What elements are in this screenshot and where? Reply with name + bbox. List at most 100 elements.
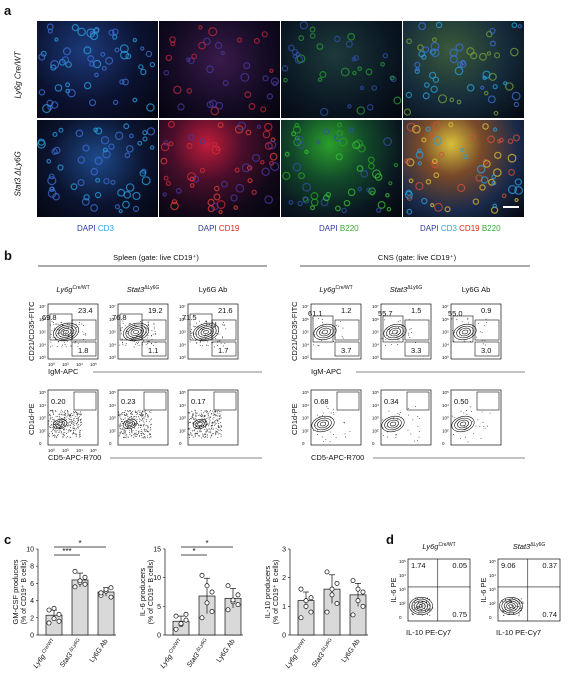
event-dot (136, 416, 138, 418)
event-dot (65, 419, 67, 420)
data-point (308, 595, 314, 601)
event-dot (386, 328, 388, 330)
event-dot (129, 323, 131, 325)
contour-ring (311, 415, 335, 433)
event-dot (139, 425, 141, 426)
event-dot (55, 431, 57, 433)
event-dot (124, 325, 126, 327)
event-dot (118, 414, 119, 416)
event-dot (122, 436, 124, 438)
event-dot (135, 423, 136, 425)
event-dot (64, 414, 66, 416)
event-dot (154, 330, 156, 332)
event-dot (321, 319, 323, 321)
event-dot (419, 430, 421, 432)
event-dot (72, 414, 73, 416)
event-dot (453, 340, 455, 342)
event-dot (396, 434, 397, 436)
event-dot (54, 410, 56, 412)
event-dot (208, 418, 210, 420)
event-dot (326, 406, 328, 408)
event-dot (145, 424, 147, 426)
event-dot (121, 420, 123, 422)
event-dot (118, 424, 120, 426)
event-dot (144, 410, 146, 412)
event-dot (123, 412, 125, 414)
contour (192, 418, 208, 430)
event-dot (74, 411, 76, 413)
event-dot (212, 418, 214, 420)
event-dot (207, 416, 209, 418)
event-dot (410, 433, 412, 435)
event-dot (141, 425, 143, 427)
event-dot (314, 424, 316, 426)
event-dot (217, 433, 219, 435)
event-dot (202, 433, 204, 435)
event-dot (191, 336, 193, 338)
event-dot (388, 329, 390, 331)
event-dot (61, 346, 63, 348)
event-dot (216, 414, 218, 416)
event-dot (55, 437, 57, 439)
tick-label: 10⁵ (442, 330, 449, 335)
event-dot (204, 320, 206, 322)
event-dot (460, 410, 462, 412)
event-dot (200, 421, 202, 423)
event-dot (140, 434, 142, 436)
event-dot (216, 418, 218, 420)
event-dot (72, 426, 74, 428)
event-dot (426, 613, 428, 615)
event-dot (51, 424, 53, 425)
event-dot (327, 408, 329, 410)
event-dot (75, 435, 77, 437)
event-dot (415, 406, 417, 407)
event-dot (49, 413, 51, 415)
spleen-bottom-plot (187, 389, 239, 446)
event-dot (52, 411, 54, 413)
event-dot (207, 412, 209, 414)
event-dot (125, 343, 127, 345)
event-dot (131, 434, 133, 436)
event-dot (59, 413, 61, 415)
event-dot (125, 344, 127, 346)
event-dot (209, 420, 211, 422)
event-dot (51, 435, 53, 437)
event-dot (413, 440, 415, 442)
event-dot (52, 418, 54, 420)
tick-label: 10⁵ (442, 390, 449, 395)
data-point (199, 615, 205, 621)
event-dot (78, 324, 80, 326)
event-dot (125, 435, 127, 437)
event-dot (137, 424, 139, 426)
tick-label: 10³ (399, 587, 406, 592)
data-point (355, 586, 361, 592)
event-dot (131, 429, 133, 431)
event-dot (121, 413, 123, 415)
event-dot (76, 425, 78, 427)
event-dot (77, 343, 79, 345)
event-dot (381, 337, 383, 339)
event-dot (516, 605, 518, 607)
event-dot (72, 422, 74, 424)
event-dot (138, 336, 140, 338)
event-dot (195, 415, 197, 417)
event-dot (224, 343, 226, 345)
event-dot (141, 432, 143, 434)
contour-ring (192, 418, 208, 430)
event-dot (421, 602, 423, 604)
event-dot (313, 344, 315, 346)
event-dot (317, 433, 318, 435)
event-dot (412, 606, 414, 608)
event-dot (117, 410, 119, 412)
tick-label: 10⁷ (109, 304, 116, 309)
event-dot (482, 343, 484, 345)
event-dot (61, 417, 63, 419)
event-dot (67, 327, 69, 329)
tick-label: 10⁰ (48, 362, 55, 367)
contour-ring (453, 323, 477, 341)
event-dot (191, 418, 192, 420)
event-dot (332, 412, 334, 414)
event-dot (219, 415, 221, 417)
event-dot (147, 321, 149, 323)
tick-label: 10³ (62, 448, 69, 453)
